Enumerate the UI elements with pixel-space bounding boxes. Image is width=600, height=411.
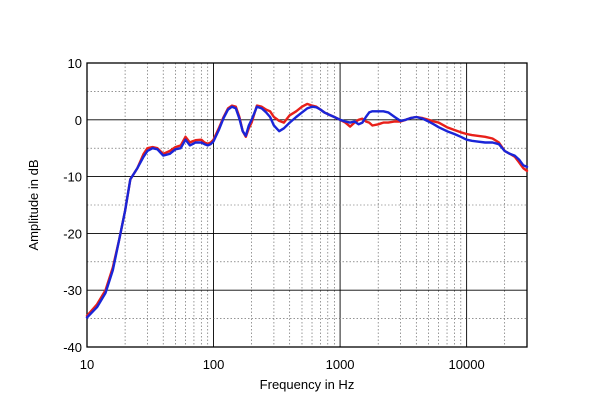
series-line-1 <box>85 102 529 317</box>
y-tick-label: 10 <box>68 56 82 71</box>
y-tick-labels: 10 0 -10 -20 -30 -40 <box>63 56 82 355</box>
y-tick-label: -20 <box>63 226 82 241</box>
x-tick-labels: 10 100 1000 10000 <box>80 357 485 372</box>
series-line-2 <box>85 105 529 319</box>
chart-grid <box>87 63 527 347</box>
series-layer <box>85 102 529 319</box>
plot-frame <box>86 62 528 348</box>
x-axis-label: Frequency in Hz <box>260 377 355 392</box>
y-tick-label: -30 <box>63 283 82 298</box>
x-tick-label: 100 <box>203 357 225 372</box>
x-tick-label: 10000 <box>449 357 485 372</box>
y-tick-label: 0 <box>75 113 82 128</box>
x-tick-label: 1000 <box>326 357 355 372</box>
y-tick-label: -40 <box>63 340 82 355</box>
y-axis-label: Amplitude in dB <box>26 159 41 250</box>
x-tick-label: 10 <box>80 357 94 372</box>
y-tick-label: -10 <box>63 170 82 185</box>
